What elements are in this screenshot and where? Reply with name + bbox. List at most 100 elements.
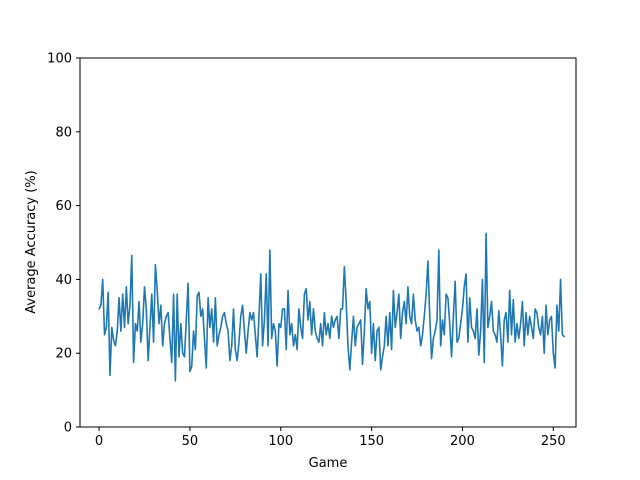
- data-point: [454, 280, 456, 282]
- data-point: [236, 360, 238, 361]
- data-point: [409, 315, 411, 317]
- x-tick-label: 200: [450, 434, 475, 449]
- data-point: [220, 326, 222, 328]
- data-point: [482, 279, 483, 280]
- data-point: [480, 330, 482, 332]
- data-point: [423, 315, 425, 317]
- data-point: [405, 323, 407, 325]
- data-point: [487, 326, 489, 328]
- data-point: [100, 304, 102, 306]
- data-point: [311, 334, 313, 336]
- data-point: [400, 338, 402, 339]
- data-point: [140, 341, 142, 343]
- data-point: [523, 345, 525, 347]
- data-point: [532, 338, 534, 339]
- data-point: [543, 352, 545, 354]
- data-point: [113, 339, 115, 341]
- y-tick-label: 60: [55, 199, 72, 214]
- data-point: [171, 362, 173, 363]
- y-axis-label: Average Accuracy (%): [24, 170, 39, 314]
- data-point: [242, 304, 244, 306]
- data-point: [363, 330, 365, 332]
- data-point: [289, 334, 291, 336]
- data-point: [358, 323, 360, 325]
- data-point: [164, 323, 165, 325]
- data-point: [522, 301, 523, 302]
- data-point: [191, 365, 193, 367]
- data-point: [167, 312, 169, 314]
- data-point: [227, 330, 229, 332]
- y-tick-label: 100: [47, 52, 72, 67]
- data-point: [189, 371, 191, 373]
- data-point: [125, 286, 127, 288]
- data-point: [485, 232, 487, 234]
- data-point: [118, 297, 120, 299]
- data-point: [500, 334, 501, 336]
- data-point: [322, 345, 323, 347]
- data-point: [356, 326, 358, 328]
- data-point: [336, 315, 338, 317]
- data-point: [109, 374, 111, 376]
- data-point: [127, 323, 129, 325]
- data-point: [474, 338, 476, 339]
- data-point: [129, 304, 131, 306]
- data-point: [403, 301, 405, 302]
- data-point: [133, 362, 135, 363]
- data-point: [122, 293, 124, 295]
- data-point: [291, 323, 293, 325]
- data-point: [469, 297, 471, 299]
- data-point: [391, 349, 392, 350]
- data-point: [111, 326, 113, 328]
- data-point: [298, 308, 300, 310]
- data-point: [267, 345, 269, 347]
- y-tick-label: 40: [55, 273, 72, 288]
- data-point: [420, 345, 422, 347]
- data-point: [245, 352, 247, 354]
- data-point: [231, 345, 233, 347]
- data-point: [135, 323, 136, 325]
- data-point: [273, 323, 274, 325]
- data-point: [369, 301, 371, 302]
- data-point: [145, 308, 147, 310]
- data-point: [296, 349, 298, 350]
- data-point: [303, 293, 305, 295]
- data-point: [271, 338, 273, 339]
- data-point: [534, 308, 536, 310]
- data-point: [274, 330, 276, 332]
- data-point: [136, 330, 138, 332]
- data-point: [244, 330, 245, 332]
- data-point: [367, 308, 369, 310]
- data-point: [116, 330, 118, 332]
- data-point: [462, 308, 463, 310]
- data-point: [169, 338, 171, 339]
- data-point: [467, 341, 469, 343]
- data-point: [174, 380, 176, 382]
- data-point: [184, 356, 185, 358]
- data-point: [338, 338, 340, 339]
- data-point: [432, 338, 434, 339]
- data-point: [240, 315, 242, 317]
- data-point: [260, 273, 262, 275]
- data-point: [284, 308, 285, 310]
- data-point: [216, 345, 218, 347]
- data-point: [294, 334, 296, 336]
- data-point: [489, 315, 491, 317]
- data-point: [214, 297, 216, 299]
- data-point: [378, 326, 380, 328]
- data-point: [218, 334, 220, 336]
- data-point: [353, 315, 354, 317]
- data-point: [105, 326, 107, 328]
- data-point: [549, 319, 551, 321]
- data-point: [138, 301, 140, 302]
- data-point: [529, 315, 531, 317]
- data-point: [429, 315, 431, 317]
- data-point: [443, 334, 445, 336]
- data-point: [282, 308, 283, 310]
- data-point: [422, 334, 423, 336]
- data-point: [516, 323, 518, 325]
- data-point: [389, 312, 391, 314]
- data-point: [502, 365, 503, 367]
- data-point: [196, 295, 198, 297]
- data-point: [225, 323, 227, 325]
